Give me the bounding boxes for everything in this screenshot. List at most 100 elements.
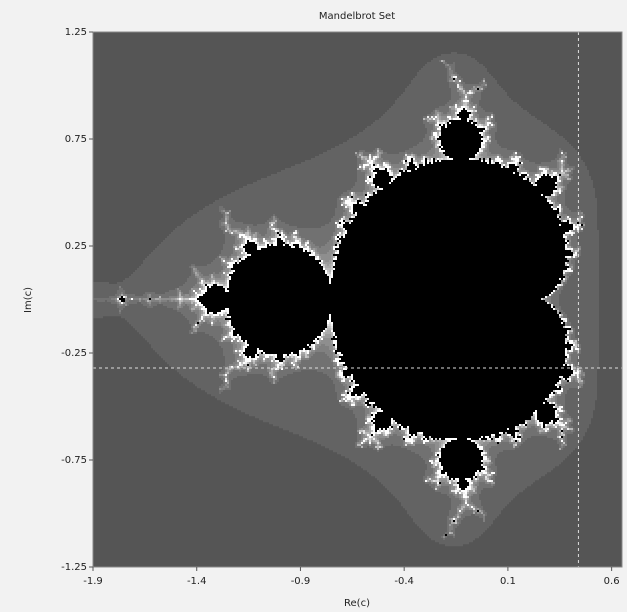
fractal-cell bbox=[201, 284, 203, 287]
fractal-cell bbox=[453, 70, 455, 73]
fractal-cell bbox=[279, 218, 331, 221]
fractal-cell bbox=[229, 284, 557, 287]
fractal-cell bbox=[501, 162, 503, 165]
fractal-cell bbox=[149, 254, 219, 257]
fractal-cell bbox=[121, 312, 181, 315]
fractal-cell bbox=[323, 152, 355, 155]
fractal-cell bbox=[179, 304, 181, 307]
fractal-cell bbox=[415, 452, 433, 455]
fractal-cell bbox=[225, 290, 229, 293]
fractal-cell bbox=[377, 446, 379, 449]
fractal-cell bbox=[521, 426, 523, 429]
fractal-cell bbox=[569, 354, 571, 357]
fractal-cell bbox=[583, 218, 597, 221]
fractal-cell bbox=[535, 414, 537, 417]
fractal-cell bbox=[491, 446, 513, 449]
fractal-cell bbox=[567, 364, 569, 367]
fractal-cell bbox=[477, 122, 479, 125]
fractal-cell bbox=[341, 400, 343, 403]
fractal-cell bbox=[381, 428, 383, 431]
fractal-cell bbox=[363, 162, 365, 165]
fractal-cell bbox=[481, 472, 483, 475]
fractal-cell bbox=[489, 440, 491, 443]
fractal-cell bbox=[279, 232, 281, 235]
fractal-cell bbox=[269, 374, 271, 377]
fractal-cell bbox=[329, 270, 331, 273]
fractal-cell bbox=[331, 258, 333, 261]
fractal-cell bbox=[511, 434, 515, 437]
fractal-cell bbox=[265, 240, 267, 243]
fractal-cell bbox=[351, 206, 353, 209]
fractal-cell bbox=[425, 472, 433, 475]
fractal-cell bbox=[441, 160, 481, 163]
fractal-cell bbox=[403, 426, 407, 429]
fractal-cell bbox=[495, 464, 559, 467]
fractal-cell bbox=[579, 350, 581, 353]
fractal-cell bbox=[513, 438, 515, 441]
fractal-cell bbox=[311, 248, 313, 251]
fractal-cell bbox=[233, 350, 235, 353]
fractal-cell bbox=[355, 194, 357, 197]
fractal-cell bbox=[373, 440, 375, 443]
fractal-cell bbox=[245, 354, 255, 357]
fractal-cell bbox=[395, 102, 447, 105]
fractal-cell bbox=[533, 178, 535, 181]
fractal-cell bbox=[301, 240, 303, 243]
fractal-cell bbox=[305, 354, 307, 357]
fractal-cell bbox=[427, 116, 429, 119]
fractal-cell bbox=[537, 170, 539, 173]
fractal-cell bbox=[139, 266, 189, 269]
fractal-cell bbox=[353, 390, 553, 393]
fractal-cell bbox=[485, 118, 487, 121]
fractal-cell bbox=[221, 314, 223, 317]
fractal-cell bbox=[233, 250, 235, 253]
fractal-cell bbox=[481, 80, 483, 83]
fractal-cell bbox=[311, 246, 319, 249]
fractal-cell bbox=[581, 372, 585, 375]
fractal-cell bbox=[369, 442, 371, 445]
fractal-cell bbox=[379, 158, 383, 161]
fractal-cell bbox=[355, 402, 357, 405]
fractal-cell bbox=[463, 88, 465, 91]
fractal-cell bbox=[547, 400, 549, 403]
fractal-cell bbox=[449, 70, 453, 73]
fractal-cell bbox=[251, 356, 255, 359]
fractal-cell bbox=[491, 484, 493, 487]
fractal-cell bbox=[407, 166, 417, 169]
fractal-cell bbox=[575, 370, 577, 373]
fractal-cell bbox=[571, 230, 573, 233]
fractal-cell bbox=[561, 286, 563, 289]
fractal-cell bbox=[277, 362, 279, 365]
fractal-cell bbox=[449, 66, 451, 69]
fractal-cell bbox=[399, 162, 403, 165]
fractal-cell bbox=[425, 124, 433, 127]
fractal-cell bbox=[461, 96, 463, 99]
fractal-cell bbox=[553, 202, 555, 205]
fractal-cell bbox=[559, 416, 561, 419]
fractal-cell bbox=[485, 474, 487, 477]
fractal-cell bbox=[251, 236, 253, 239]
fractal-cell bbox=[277, 382, 333, 385]
fractal-cell bbox=[489, 120, 491, 123]
fractal-cell bbox=[419, 432, 423, 435]
fractal-cell bbox=[349, 206, 351, 209]
fractal-cell bbox=[431, 142, 435, 145]
fractal-cell bbox=[375, 434, 379, 437]
fractal-cell bbox=[455, 102, 459, 105]
fractal-cell bbox=[571, 418, 573, 421]
fractal-cell bbox=[435, 144, 437, 147]
fractal-cell bbox=[439, 60, 441, 63]
fractal-cell bbox=[463, 94, 465, 97]
fractal-cell bbox=[217, 320, 219, 323]
fractal-cell bbox=[225, 324, 227, 327]
fractal-cell bbox=[253, 182, 355, 185]
fractal-cell bbox=[481, 150, 483, 153]
fractal-cell bbox=[355, 196, 365, 199]
fractal-cell bbox=[511, 438, 513, 441]
fractal-cell bbox=[557, 154, 561, 157]
fractal-cell bbox=[209, 274, 211, 277]
fractal-cell bbox=[535, 174, 539, 177]
fractal-cell bbox=[93, 290, 117, 293]
fractal-cell bbox=[377, 444, 379, 447]
